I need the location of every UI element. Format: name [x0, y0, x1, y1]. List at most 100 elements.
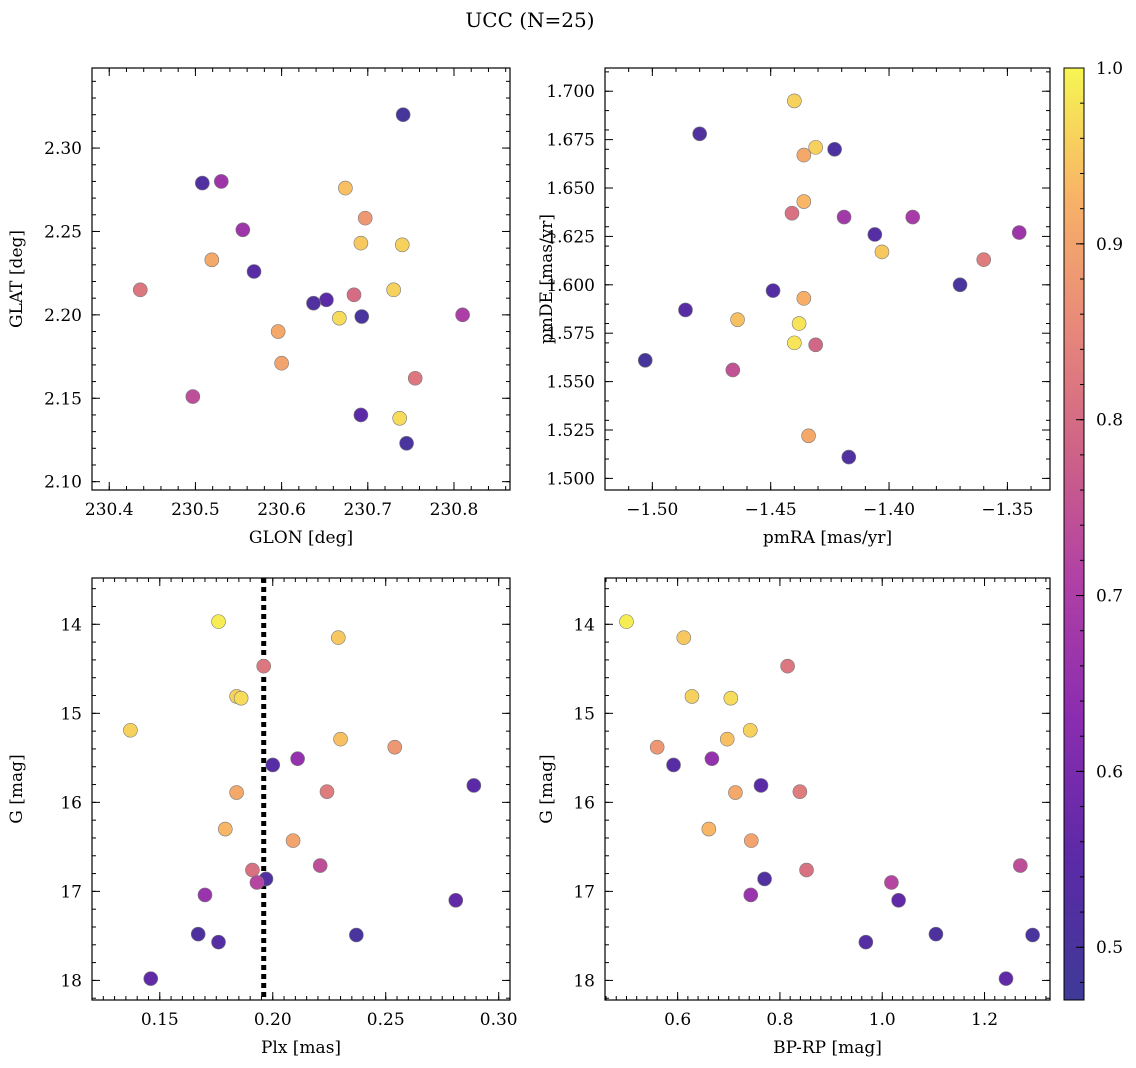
scatter-point [784, 205, 800, 221]
x-tick-label: 230.4 [85, 500, 134, 520]
axes-frame [91, 577, 511, 1001]
y-tick-label: 14 [573, 615, 595, 635]
colorbar-tick-label: 0.7 [1096, 587, 1123, 607]
scatter-point [841, 449, 857, 465]
scatter-point [386, 282, 401, 298]
scatter-point [808, 140, 823, 155]
scatter-point [256, 658, 272, 674]
scatter-point [349, 927, 364, 943]
scatter-point [796, 194, 812, 209]
colorbar-tick-label: 0.6 [1096, 762, 1123, 782]
panel-bprp-g: 0.6 0.8 1.0 1.2 14 15 16 17 18 BP-RP [mag] G [mag] [537, 577, 1051, 1058]
scatter-point [619, 614, 634, 629]
scatter-point [306, 295, 321, 311]
plot-area [605, 68, 1050, 490]
x-tick-label: −1.50 [626, 500, 678, 520]
y-tick-label: 2.20 [44, 306, 82, 326]
figure-title: UCC (N=25) [465, 8, 594, 32]
y-axis-label: G [mag] [537, 754, 557, 823]
scatter-point [387, 739, 403, 755]
scatter-point [211, 614, 226, 629]
plot-area [92, 68, 510, 490]
x-tick-label: −1.40 [863, 500, 915, 520]
scatter-point [290, 751, 305, 767]
scatter-point [743, 833, 759, 848]
y-tick-label: 1.600 [546, 276, 595, 296]
x-tick-label: 0.20 [254, 1010, 292, 1030]
scatter-point [319, 292, 334, 308]
y-tick-label: 17 [60, 882, 82, 902]
scatter-point [874, 244, 890, 260]
scatter-point [245, 862, 260, 878]
colorbar-tick-label: 1.0 [1096, 59, 1123, 79]
scatter-point [1013, 858, 1028, 873]
x-tick-label: 1.2 [971, 1010, 998, 1030]
scatter-point [796, 147, 812, 163]
scatter-point [204, 252, 220, 268]
y-tick-label: 18 [60, 971, 82, 991]
panel-glon-glat: 230.4 230.5 230.6 230.7 230.8 2.10 2.15 2.20 2.2… [7, 67, 511, 548]
scatter-point [399, 435, 414, 451]
scatter-point [249, 875, 265, 890]
scatter-point [270, 324, 286, 339]
scatter-point [407, 370, 423, 386]
scatter-point [233, 690, 249, 706]
scatter-point [791, 316, 807, 331]
scatter-point [801, 428, 816, 444]
colorbar-tick-label: 0.9 [1096, 235, 1123, 255]
scatter-point [1025, 927, 1040, 943]
y-axis-label: pmDE [mas/yr] [537, 214, 557, 344]
y-tick-label: 2.10 [44, 473, 82, 493]
scatter-point [637, 353, 653, 368]
scatter-point [466, 778, 482, 793]
scatter-point [246, 264, 262, 279]
scatter-point [338, 180, 353, 196]
y-tick-label: 1.650 [546, 179, 595, 199]
y-tick-label: 1.700 [546, 82, 595, 102]
x-tick-label: 230.6 [257, 500, 306, 520]
scatter-point [808, 337, 823, 353]
scatter-point [796, 291, 812, 306]
scatter-point [353, 235, 369, 251]
scatter-point [787, 335, 802, 351]
scatter-point [1011, 225, 1027, 240]
panel-plx-g: 0.15 0.20 0.25 0.30 14 15 16 17 18 Plx [mas] G [ma… [7, 577, 518, 1058]
scatter-point [195, 175, 210, 191]
scatter-point [743, 887, 759, 903]
scatter-point [827, 142, 842, 157]
scatter-point [765, 283, 781, 298]
scatter-point [867, 227, 883, 242]
x-tick-label: 230.8 [430, 500, 479, 520]
scatter-point [891, 892, 906, 908]
scatter-point [704, 751, 720, 767]
scatter-point [701, 821, 717, 837]
scatter-point [265, 757, 281, 773]
scatter-point [649, 739, 665, 755]
y-tick-label: 16 [60, 793, 82, 813]
scatter-point [190, 926, 206, 942]
scatter-point [780, 658, 795, 674]
scatter-point [229, 785, 244, 800]
y-tick-label: 2.25 [44, 222, 82, 242]
scatter-point [666, 757, 681, 773]
y-tick-label: 2.15 [44, 389, 82, 409]
y-tick-label: 16 [573, 793, 595, 813]
x-tick-label: −1.35 [981, 500, 1033, 520]
y-tick-label: 1.500 [546, 469, 595, 489]
scatter-point [274, 355, 289, 371]
scatter-point [285, 833, 301, 848]
colorbar-gradient [1063, 67, 1085, 1001]
scatter-point [928, 926, 944, 942]
colorbar: 0.5 0.6 0.7 0.8 0.9 1.0 [1063, 59, 1123, 1001]
scatter-point [455, 307, 470, 323]
panel-pmra-pmde: −1.50 −1.45 −1.40 −1.35 1.500 1.525 1.550 1.575… [537, 67, 1051, 548]
scatter-point [952, 277, 968, 293]
scatter-point [884, 875, 899, 890]
plot-area [605, 578, 1050, 1000]
colorbar-tick-label: 0.5 [1096, 938, 1123, 958]
scatter-point [905, 209, 921, 225]
axes-frame [604, 577, 1051, 1001]
scatter-point [728, 785, 743, 800]
scatter-point [757, 871, 772, 887]
